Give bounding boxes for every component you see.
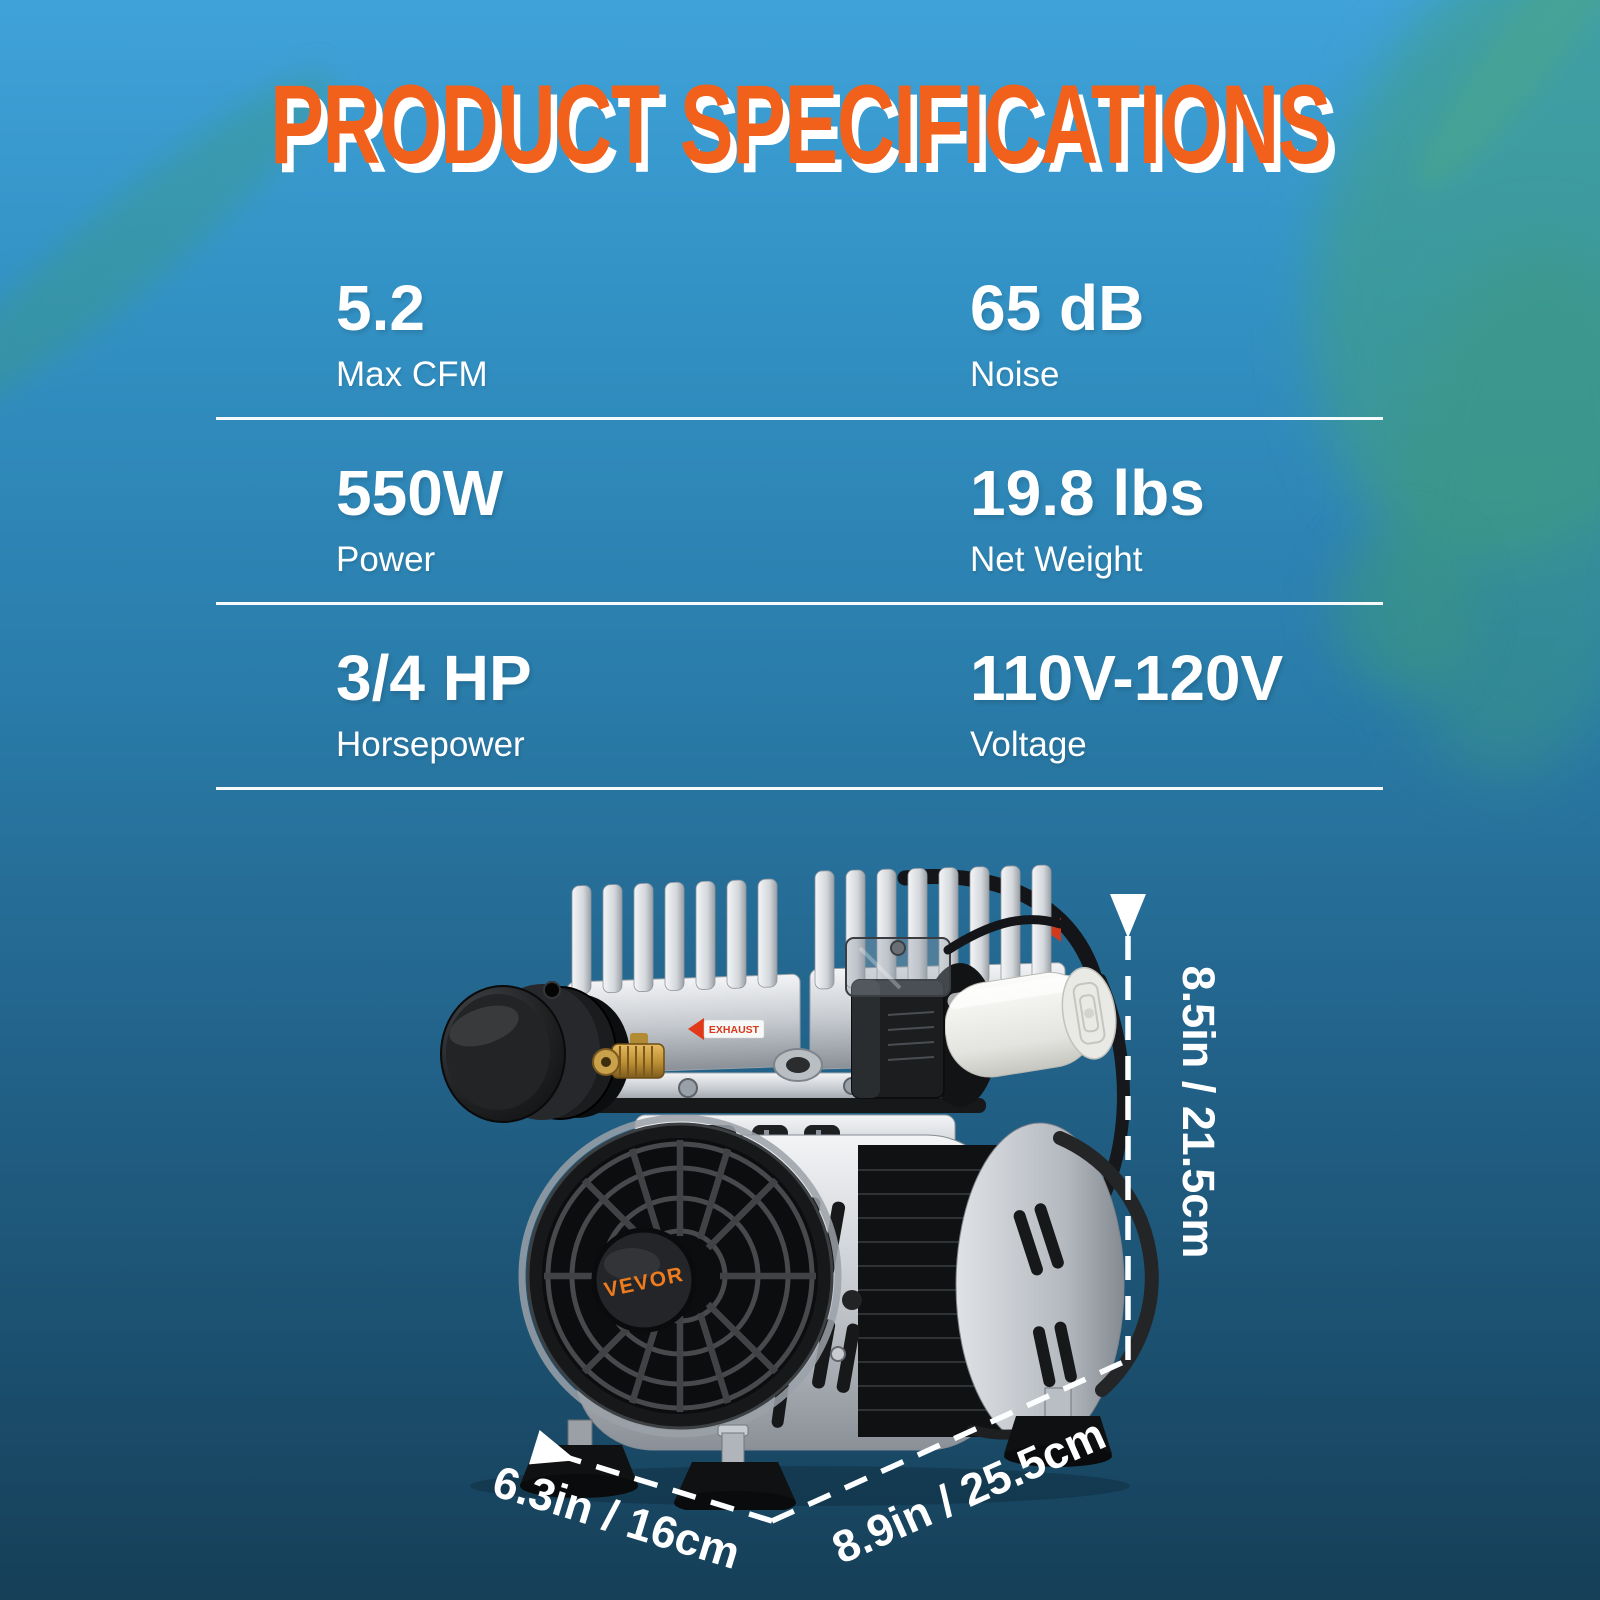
spec-label: Horsepower bbox=[336, 725, 525, 765]
spec-item-net-weight: 19.8 lbs Net Weight bbox=[970, 420, 1383, 602]
cooling-fan: VEVOR bbox=[518, 1114, 842, 1438]
solenoid-capacitor bbox=[845, 915, 1117, 1107]
spec-value: 3/4 HP bbox=[336, 642, 532, 714]
spec-row: 3/4 HP Horsepower 110V-120V Voltage bbox=[216, 605, 1383, 790]
spec-value: 550W bbox=[336, 457, 504, 529]
spec-row: 550W Power 19.8 lbs Net Weight bbox=[216, 420, 1383, 605]
spec-label: Max CFM bbox=[336, 355, 488, 395]
spec-row: 5.2 Max CFM 65 dB Noise bbox=[216, 235, 1383, 420]
muffler-cap bbox=[440, 981, 630, 1123]
spec-value: 65 dB bbox=[970, 272, 1145, 344]
page-title: PRODUCT SPECIFICATIONS bbox=[270, 62, 1331, 187]
spec-label: Net Weight bbox=[970, 540, 1143, 580]
spec-table: 5.2 Max CFM 65 dB Noise 550W Power 19.8 … bbox=[216, 235, 1383, 790]
leaf-decoration bbox=[1362, 227, 1600, 793]
spec-label: Power bbox=[336, 540, 436, 580]
header: PRODUCT SPECIFICATIONS bbox=[0, 60, 1600, 189]
exhaust-label-text: EXHAUST bbox=[709, 1024, 760, 1036]
spec-item-power: 550W Power bbox=[216, 420, 970, 602]
spec-value: 19.8 lbs bbox=[970, 457, 1205, 529]
spec-item-noise: 65 dB Noise bbox=[970, 235, 1383, 417]
brass-valve bbox=[592, 1033, 665, 1079]
spec-item-max-cfm: 5.2 Max CFM bbox=[216, 235, 970, 417]
spec-label: Noise bbox=[970, 355, 1060, 395]
spec-label: Voltage bbox=[970, 725, 1087, 765]
height-dimension-label: 8.5in / 21.5cm bbox=[1173, 966, 1224, 1259]
spec-item-voltage: 110V-120V Voltage bbox=[970, 605, 1383, 787]
spec-item-horsepower: 3/4 HP Horsepower bbox=[216, 605, 970, 787]
spec-value: 110V-120V bbox=[970, 642, 1284, 714]
spec-value: 5.2 bbox=[336, 272, 425, 344]
exhaust-arrow-label: EXHAUST bbox=[688, 1018, 765, 1040]
product-image-compressor: VEVOR EXHAUST bbox=[440, 864, 1159, 1510]
